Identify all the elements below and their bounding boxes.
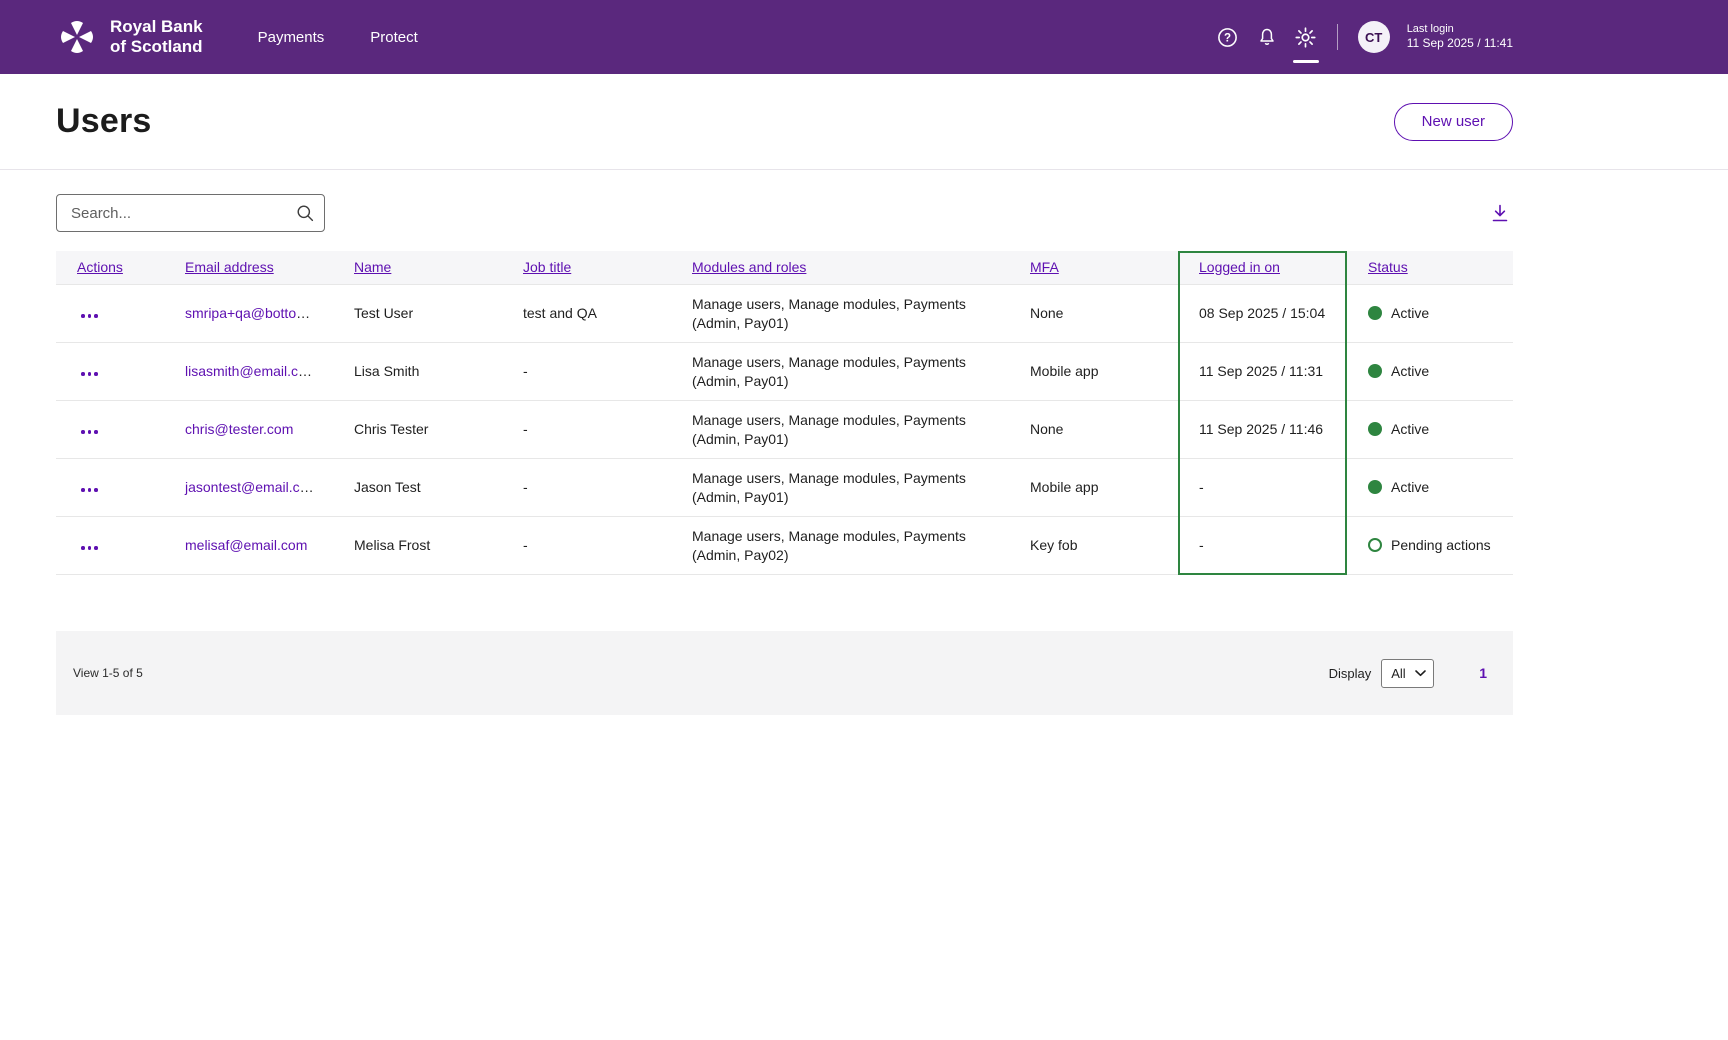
svg-text:?: ?	[1224, 32, 1231, 44]
logged-in-on-value: 11 Sep 2025 / 11:46	[1199, 421, 1324, 438]
brand-name-line2: of Scotland	[110, 37, 203, 56]
help-icon[interactable]: ?	[1217, 26, 1239, 48]
brand[interactable]: Royal Bank of Scotland	[56, 16, 203, 58]
email-link[interactable]: lisasmith@email.com	[185, 363, 318, 380]
notifications-bell-icon[interactable]	[1256, 26, 1278, 48]
status-label: Active	[1391, 421, 1430, 438]
header-divider	[1336, 24, 1338, 50]
download-icon[interactable]	[1487, 200, 1513, 226]
job-title: -	[523, 537, 528, 554]
user-name: Test User	[354, 305, 414, 322]
row-actions-menu-icon[interactable]	[77, 366, 102, 382]
brand-name: Royal Bank of Scotland	[110, 17, 203, 56]
new-user-button[interactable]: New user	[1393, 102, 1513, 141]
mfa-value: None	[1030, 305, 1064, 322]
search-icon	[296, 204, 314, 222]
page-number-1[interactable]: 1	[1479, 665, 1487, 681]
top-nav-bar: Royal Bank of Scotland Payments Protect …	[0, 0, 1728, 74]
modules-and-roles: Manage users, Manage modules, Payments (…	[692, 469, 966, 505]
mfa-value: Key fob	[1030, 537, 1078, 554]
logged-in-on-value: -	[1199, 537, 1204, 554]
email-link[interactable]: jasontest@email.com	[185, 479, 320, 496]
chevron-down-icon	[1415, 669, 1427, 677]
header-actions: ? CT Last login 11 Sep 2025 / 11:41	[1217, 21, 1513, 53]
logged-in-on-value: 08 Sep 2025 / 15:04	[1199, 305, 1326, 322]
mfa-value: Mobile app	[1030, 363, 1099, 380]
nav-item-protect[interactable]: Protect	[370, 28, 418, 46]
table-row: jasontest@email.com Jason Test - Manage …	[56, 459, 1513, 517]
nav-item-payments[interactable]: Payments	[257, 28, 325, 46]
mfa-value: None	[1030, 421, 1064, 438]
table-row: chris@tester.com Chris Tester - Manage u…	[56, 401, 1513, 459]
logged-in-on-value: -	[1199, 479, 1204, 496]
page-title: Users	[56, 102, 152, 140]
rbs-logo-icon	[56, 16, 98, 58]
status-active-icon	[1368, 306, 1382, 321]
user-name: Melisa Frost	[354, 537, 431, 554]
main-nav: Payments Protect	[258, 29, 418, 46]
pagination-bar: View 1-5 of 5 Display All 1	[56, 631, 1513, 715]
modules-and-roles: Manage users, Manage modules, Payments (…	[692, 353, 966, 389]
column-header-modules[interactable]: Modules and roles	[692, 259, 807, 276]
display-count-dropdown[interactable]: All	[1381, 658, 1435, 688]
table-row: smripa+qa@bottom... Test User test and Q…	[56, 285, 1513, 343]
status-label: Active	[1391, 363, 1430, 380]
email-link[interactable]: smripa+qa@bottom...	[185, 305, 320, 322]
column-header-job-title[interactable]: Job title	[523, 259, 572, 276]
settings-gear-icon[interactable]	[1295, 26, 1317, 48]
email-link[interactable]: melisaf@email.com	[185, 537, 308, 554]
column-header-mfa[interactable]: MFA	[1030, 259, 1059, 276]
status-label: Active	[1391, 305, 1430, 322]
table-row: melisaf@email.com Melisa Frost - Manage …	[56, 517, 1513, 575]
mfa-value: Mobile app	[1030, 479, 1099, 496]
email-link[interactable]: chris@tester.com	[185, 421, 294, 438]
column-header-actions[interactable]: Actions	[77, 259, 123, 276]
row-actions-menu-icon[interactable]	[77, 308, 102, 324]
status-active-icon	[1368, 422, 1382, 437]
table-header-row: Actions Email address Name Job title Mod…	[56, 251, 1513, 285]
column-header-status[interactable]: Status	[1368, 259, 1408, 276]
status-label: Active	[1391, 479, 1430, 496]
column-header-name[interactable]: Name	[354, 259, 392, 276]
last-login-value: 11 Sep 2025 / 11:41	[1406, 36, 1513, 51]
user-name: Lisa Smith	[354, 363, 420, 380]
row-actions-menu-icon[interactable]	[77, 424, 102, 440]
job-title: -	[523, 363, 528, 380]
display-count-value: All	[1391, 665, 1406, 681]
users-table: Actions Email address Name Job title Mod…	[56, 251, 1513, 575]
modules-and-roles: Manage users, Manage modules, Payments (…	[692, 295, 966, 331]
brand-name-line1: Royal Bank	[110, 17, 203, 37]
column-header-logged-in-on[interactable]: Logged in on	[1199, 259, 1280, 276]
modules-and-roles: Manage users, Manage modules, Payments (…	[692, 527, 966, 563]
status-pending-icon	[1368, 538, 1382, 553]
modules-and-roles: Manage users, Manage modules, Payments (…	[692, 411, 966, 447]
job-title: -	[523, 479, 528, 496]
column-header-email[interactable]: Email address	[185, 259, 274, 276]
display-label: Display	[1328, 665, 1372, 681]
last-login: Last login 11 Sep 2025 / 11:41	[1407, 23, 1513, 52]
view-count-text: View 1-5 of 5	[73, 666, 143, 680]
row-actions-menu-icon[interactable]	[77, 482, 102, 498]
user-name: Chris Tester	[354, 421, 429, 438]
search-input[interactable]	[56, 194, 325, 232]
table-toolbar	[56, 194, 1513, 232]
user-name: Jason Test	[354, 479, 421, 496]
avatar[interactable]: CT	[1357, 21, 1390, 53]
title-section: Users New user	[0, 74, 1728, 170]
search-box	[56, 194, 325, 232]
logged-in-on-value: 11 Sep 2025 / 11:31	[1199, 363, 1324, 380]
table-row: lisasmith@email.com Lisa Smith - Manage …	[56, 343, 1513, 401]
status-active-icon	[1368, 480, 1382, 495]
job-title: -	[523, 421, 528, 438]
status-label: Pending actions	[1391, 537, 1491, 554]
last-login-label: Last login	[1406, 22, 1454, 35]
job-title: test and QA	[523, 305, 597, 322]
status-active-icon	[1368, 364, 1382, 379]
row-actions-menu-icon[interactable]	[77, 540, 102, 556]
